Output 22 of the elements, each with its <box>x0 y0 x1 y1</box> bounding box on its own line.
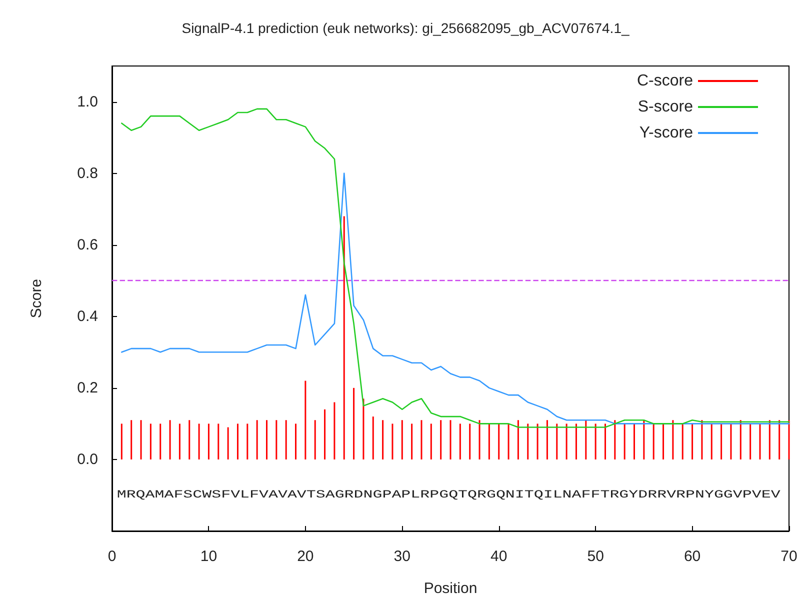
legend-label: S-score <box>638 98 694 116</box>
y-tick-label: 0.8 <box>77 164 98 182</box>
x-tick-label: 30 <box>394 548 410 565</box>
line-series <box>121 172 790 424</box>
y-tick-label: 1.0 <box>77 93 98 110</box>
x-tick-label: 50 <box>587 548 604 565</box>
x-tick-label: 70 <box>780 548 798 565</box>
y-tick-label: 0.0 <box>77 450 98 468</box>
chart-title: SignalP-4.1 prediction (euk networks): gi_256682095_gb_ACV07674.1_ <box>182 20 630 36</box>
x-tick-label: 20 <box>297 548 314 565</box>
y-tick-label: 0.2 <box>77 379 98 396</box>
legend-label: C-score <box>636 72 694 90</box>
legend-label: Y-score <box>639 124 694 142</box>
x-tick-label: 0 <box>108 548 116 565</box>
x-tick-label: 60 <box>684 548 701 565</box>
annotation: MRQAMAFSCWSFVLFVAVAVTSAGRDNGPAPLRPGQTQRGQNITQILNAFFTRGYDRRVRPNYGGVPVEV <box>116 489 782 502</box>
x-axis-title: Position <box>424 580 478 597</box>
x-tick-label: 40 <box>490 548 508 565</box>
x-tick-label: 10 <box>200 548 218 565</box>
y-tick-label: 0.6 <box>77 236 98 254</box>
y-axis-title: Score <box>28 278 45 318</box>
y-tick-label: 0.4 <box>77 308 98 325</box>
